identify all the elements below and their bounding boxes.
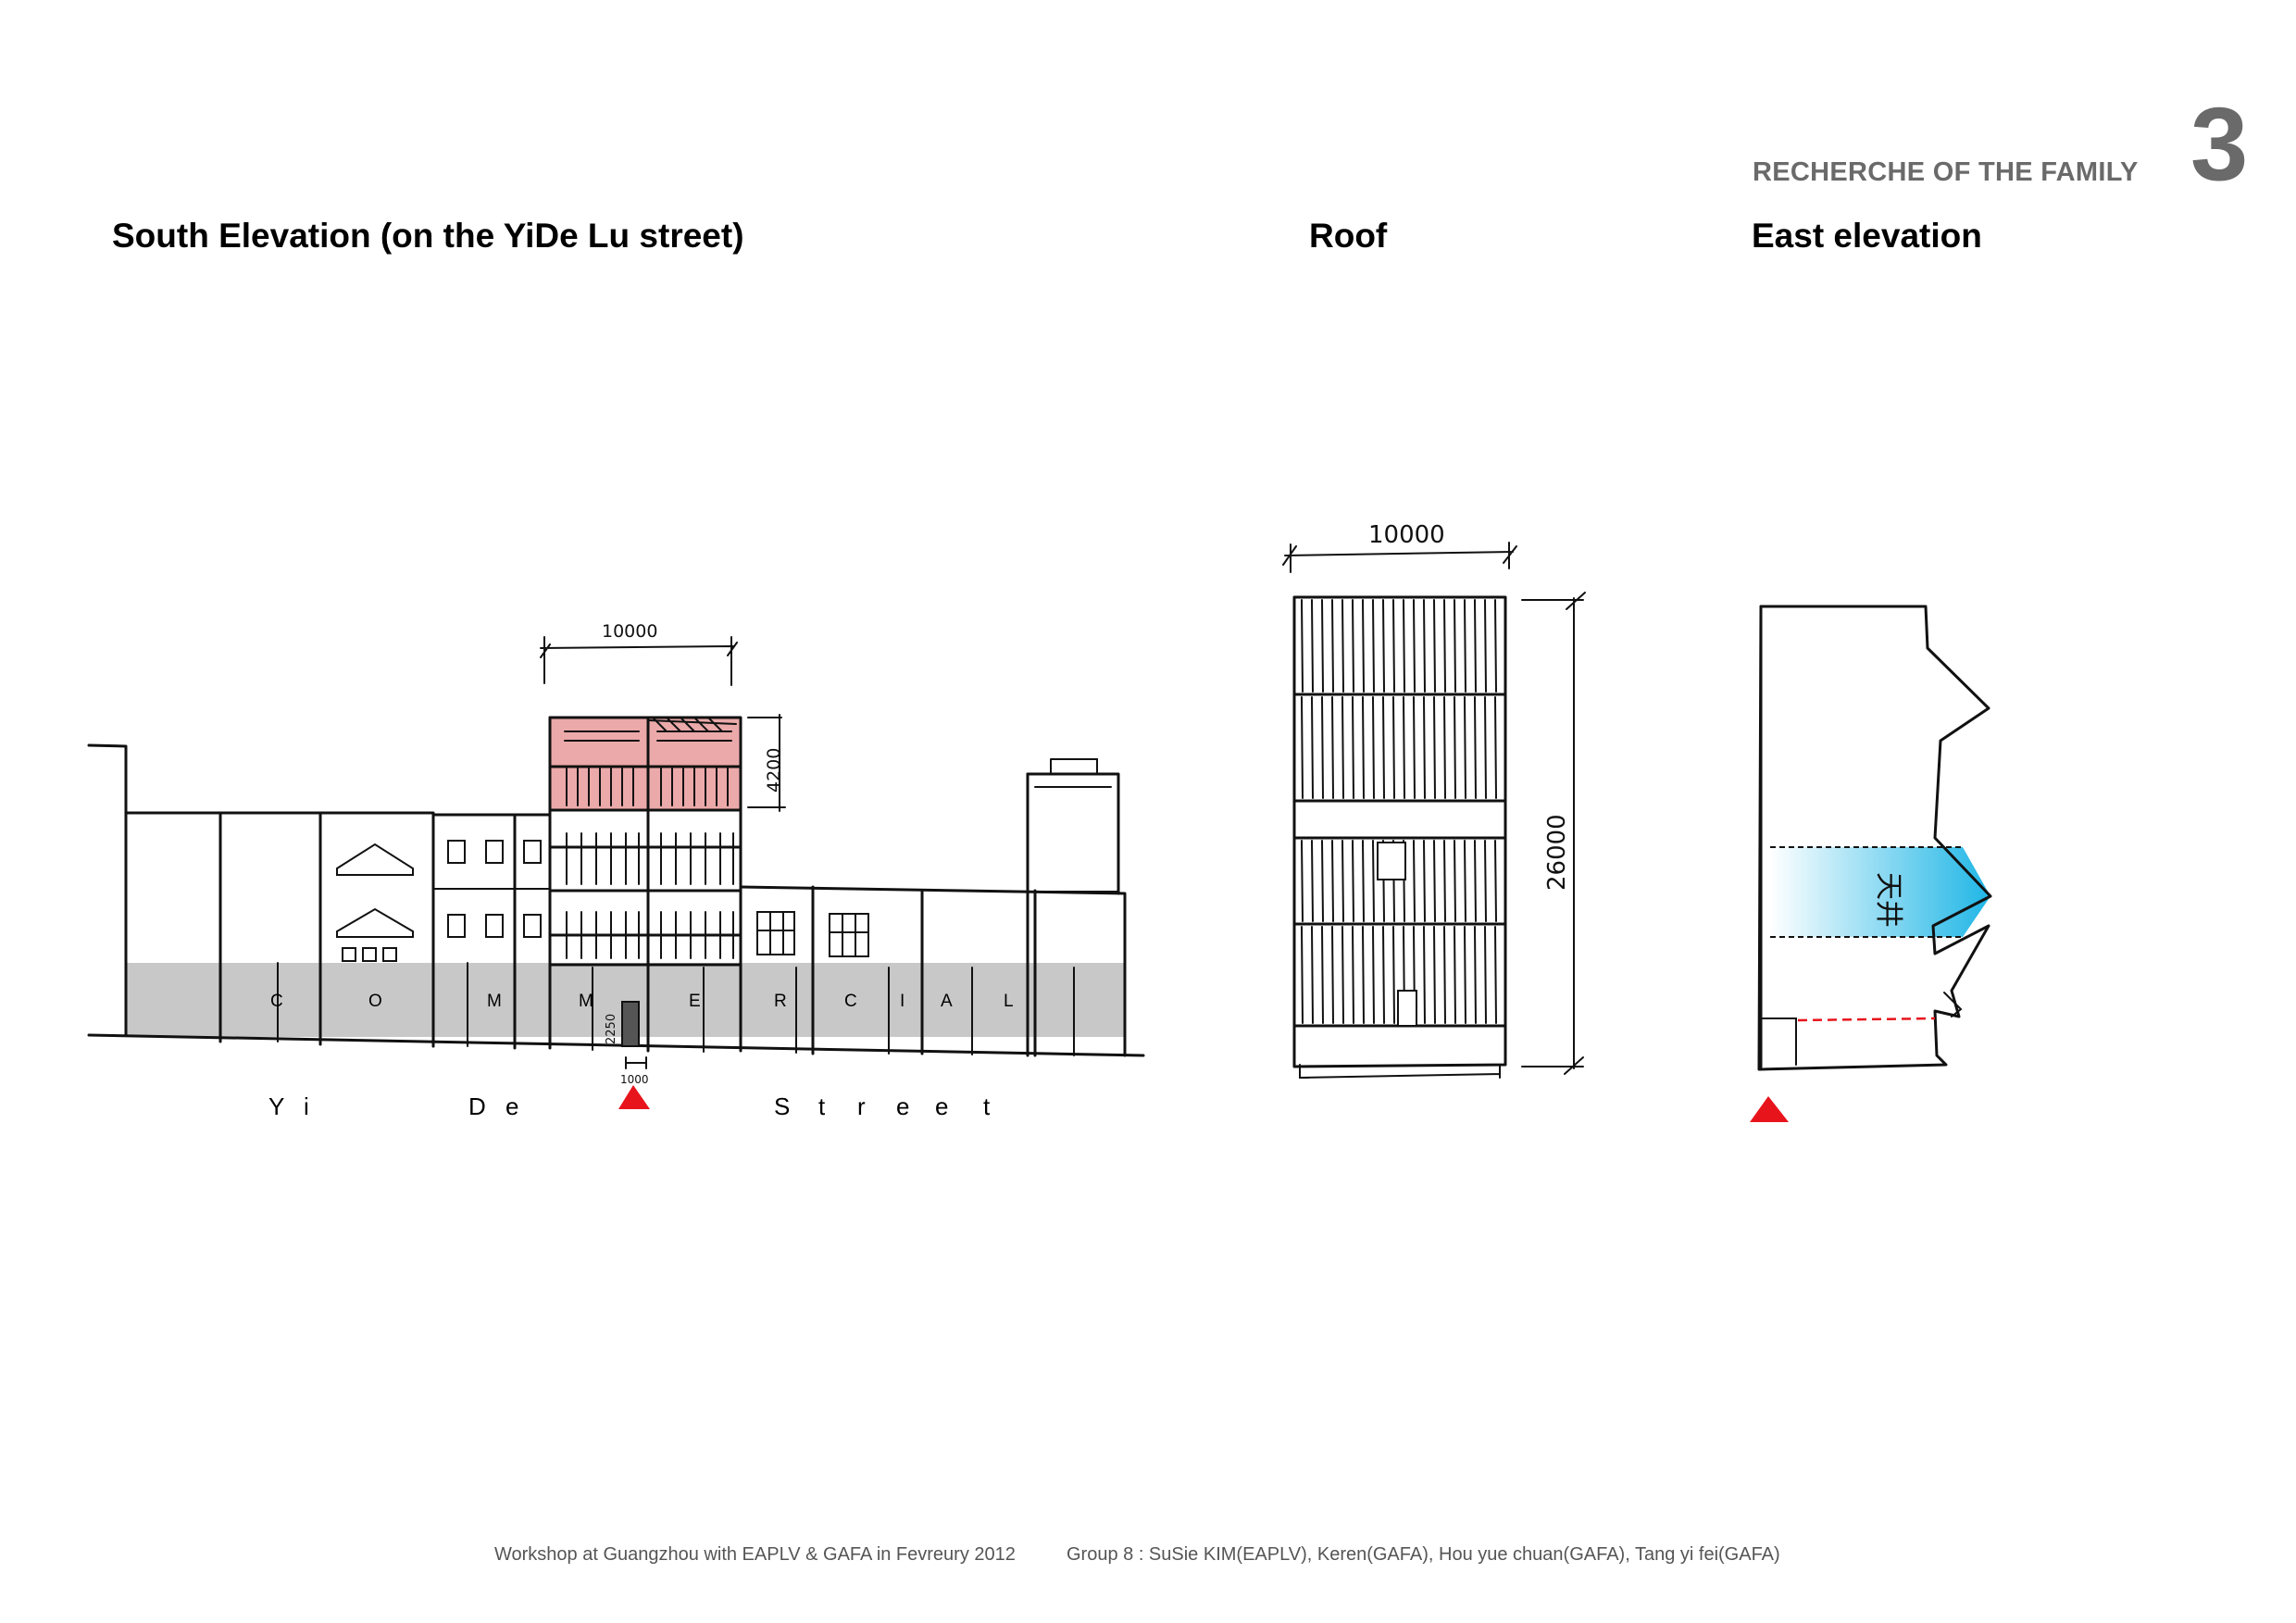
east-entrance-marker-icon [1750,1096,1789,1122]
roof-length-dimension: 26000 [1543,814,1571,891]
commercial-letter: R [774,992,787,1011]
commercial-letter: I [900,992,905,1011]
roof-plan-drawing: 10000 26000 [1282,521,1586,1079]
roof-width-dimension: 10000 [1368,521,1445,549]
roof-tile-lines [1301,599,1497,1024]
street-letter: r [857,1092,866,1120]
east-elevation-title: East elevation [1752,217,1982,255]
commercial-letter: M [487,992,502,1011]
commercial-letter: A [941,992,953,1011]
door-height-dimension: 2250 [605,1014,618,1044]
street-letter: D [468,1092,486,1120]
commercial-letter: M [579,992,593,1011]
commercial-letter: L [1004,992,1014,1011]
south-elevation-title: South Elevation (on the YiDe Lu street) [112,217,744,255]
entrance-marker-icon [618,1085,650,1109]
elevation-width-dimension: 10000 [602,621,657,642]
family-house-highlight [550,718,741,810]
section-label: RECHERCHE OF THE FAMILY [1753,157,2139,187]
commercial-letter: C [270,992,283,1011]
south-elevation-drawing: 10000 4200 2250 1000 C O M M E R C I A L… [87,621,1145,1120]
courtyard-label: 天井 [1872,872,1904,928]
footer-group: Group 8 : SuSie KIM(EAPLV), Keren(GAFA),… [1067,1544,1780,1565]
east-elevation-drawing: 天井 [1750,605,1992,1122]
street-letter: e [896,1092,909,1120]
street-letter: t [983,1092,991,1120]
street-letter: e [505,1092,518,1120]
street-letter: t [818,1092,826,1120]
street-letter: S [774,1092,790,1120]
street-letter: i [304,1092,309,1120]
elevation-height-dimension: 4200 [764,748,784,793]
footer-workshop: Workshop at Guangzhou with EAPLV & GAFA … [494,1544,1016,1565]
door-width-dimension: 1000 [620,1073,649,1086]
courtyard-band [1770,847,1990,937]
commercial-letter: E [689,992,701,1011]
commercial-letter: C [844,992,857,1011]
page-number: 3 [2190,86,2249,202]
street-letter: Y [268,1092,284,1120]
roof-title: Roof [1309,217,1388,255]
street-letter: e [935,1092,948,1120]
entrance-door [621,1001,640,1047]
commercial-letter: O [368,992,382,1011]
